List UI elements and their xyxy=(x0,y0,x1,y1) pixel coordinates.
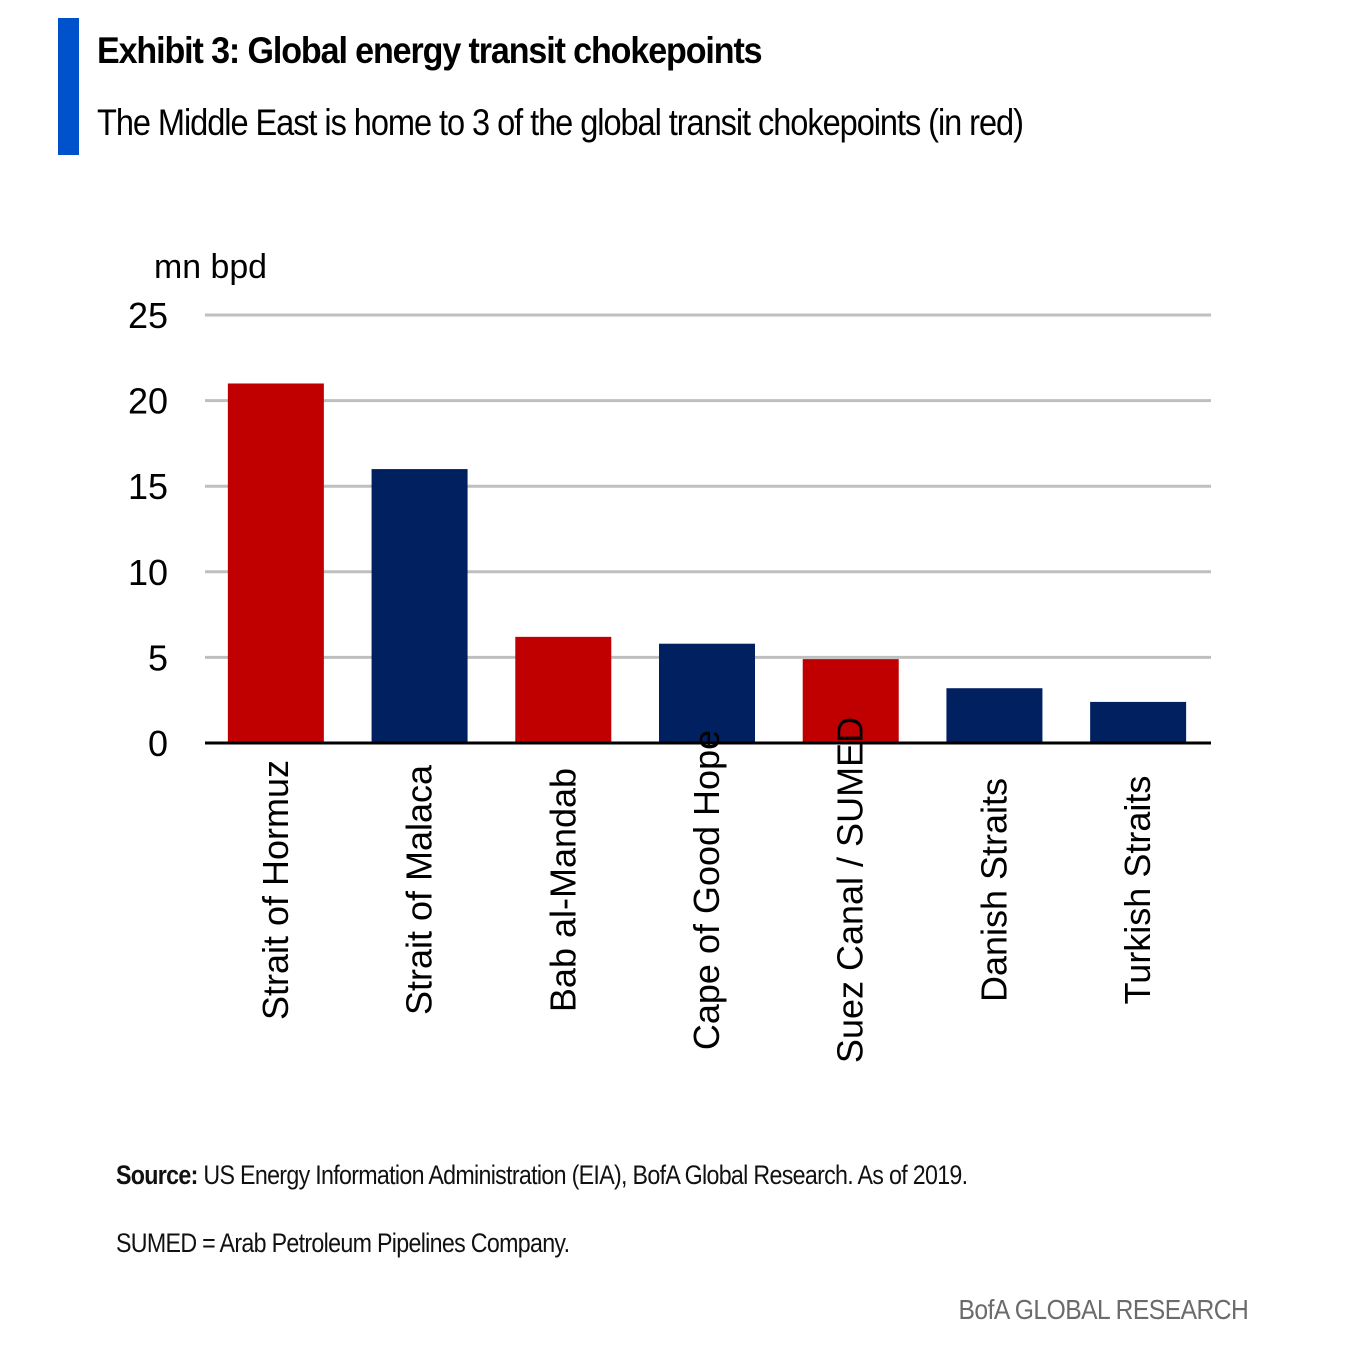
x-tick-label: Bab al-Mandab xyxy=(542,768,583,1012)
x-tick-label: Strait of Malaca xyxy=(399,764,440,1015)
bar xyxy=(515,636,612,743)
bar xyxy=(371,469,468,743)
chart-subtitle: The Middle East is home to 3 of the glob… xyxy=(97,102,1024,143)
y-axis-label: mn bpd xyxy=(154,248,267,286)
x-tick-label: Danish Straits xyxy=(973,778,1014,1002)
bar xyxy=(802,659,899,743)
brand-label: BofA GLOBAL RESEARCH xyxy=(958,1294,1248,1325)
x-tick-label: Cape of Good Hope xyxy=(686,730,727,1050)
y-tick-label: 15 xyxy=(128,466,168,507)
x-tick-label: Turkish Straits xyxy=(1117,776,1158,1005)
y-tick-label: 25 xyxy=(128,295,168,336)
chart-title: Exhibit 3: Global energy transit chokepo… xyxy=(97,30,763,71)
source-label: Source: xyxy=(116,1160,198,1190)
bar xyxy=(1090,701,1187,743)
x-tick-label: Strait of Hormuz xyxy=(255,760,296,1020)
source-note: Source: US Energy Information Administra… xyxy=(116,1160,968,1191)
y-tick-label: 0 xyxy=(148,723,168,764)
source-text: US Energy Information Administration (EI… xyxy=(197,1160,968,1190)
y-tick-label: 10 xyxy=(128,552,168,593)
accent-bar xyxy=(58,18,79,155)
y-tick-label: 20 xyxy=(128,381,168,422)
x-tick-label: Suez Canal / SUMED xyxy=(830,717,871,1063)
bar xyxy=(946,688,1043,743)
footnote: SUMED = Arab Petroleum Pipelines Company… xyxy=(116,1228,570,1258)
y-tick-label: 5 xyxy=(148,637,168,678)
bar xyxy=(659,643,755,743)
bar xyxy=(227,383,324,743)
